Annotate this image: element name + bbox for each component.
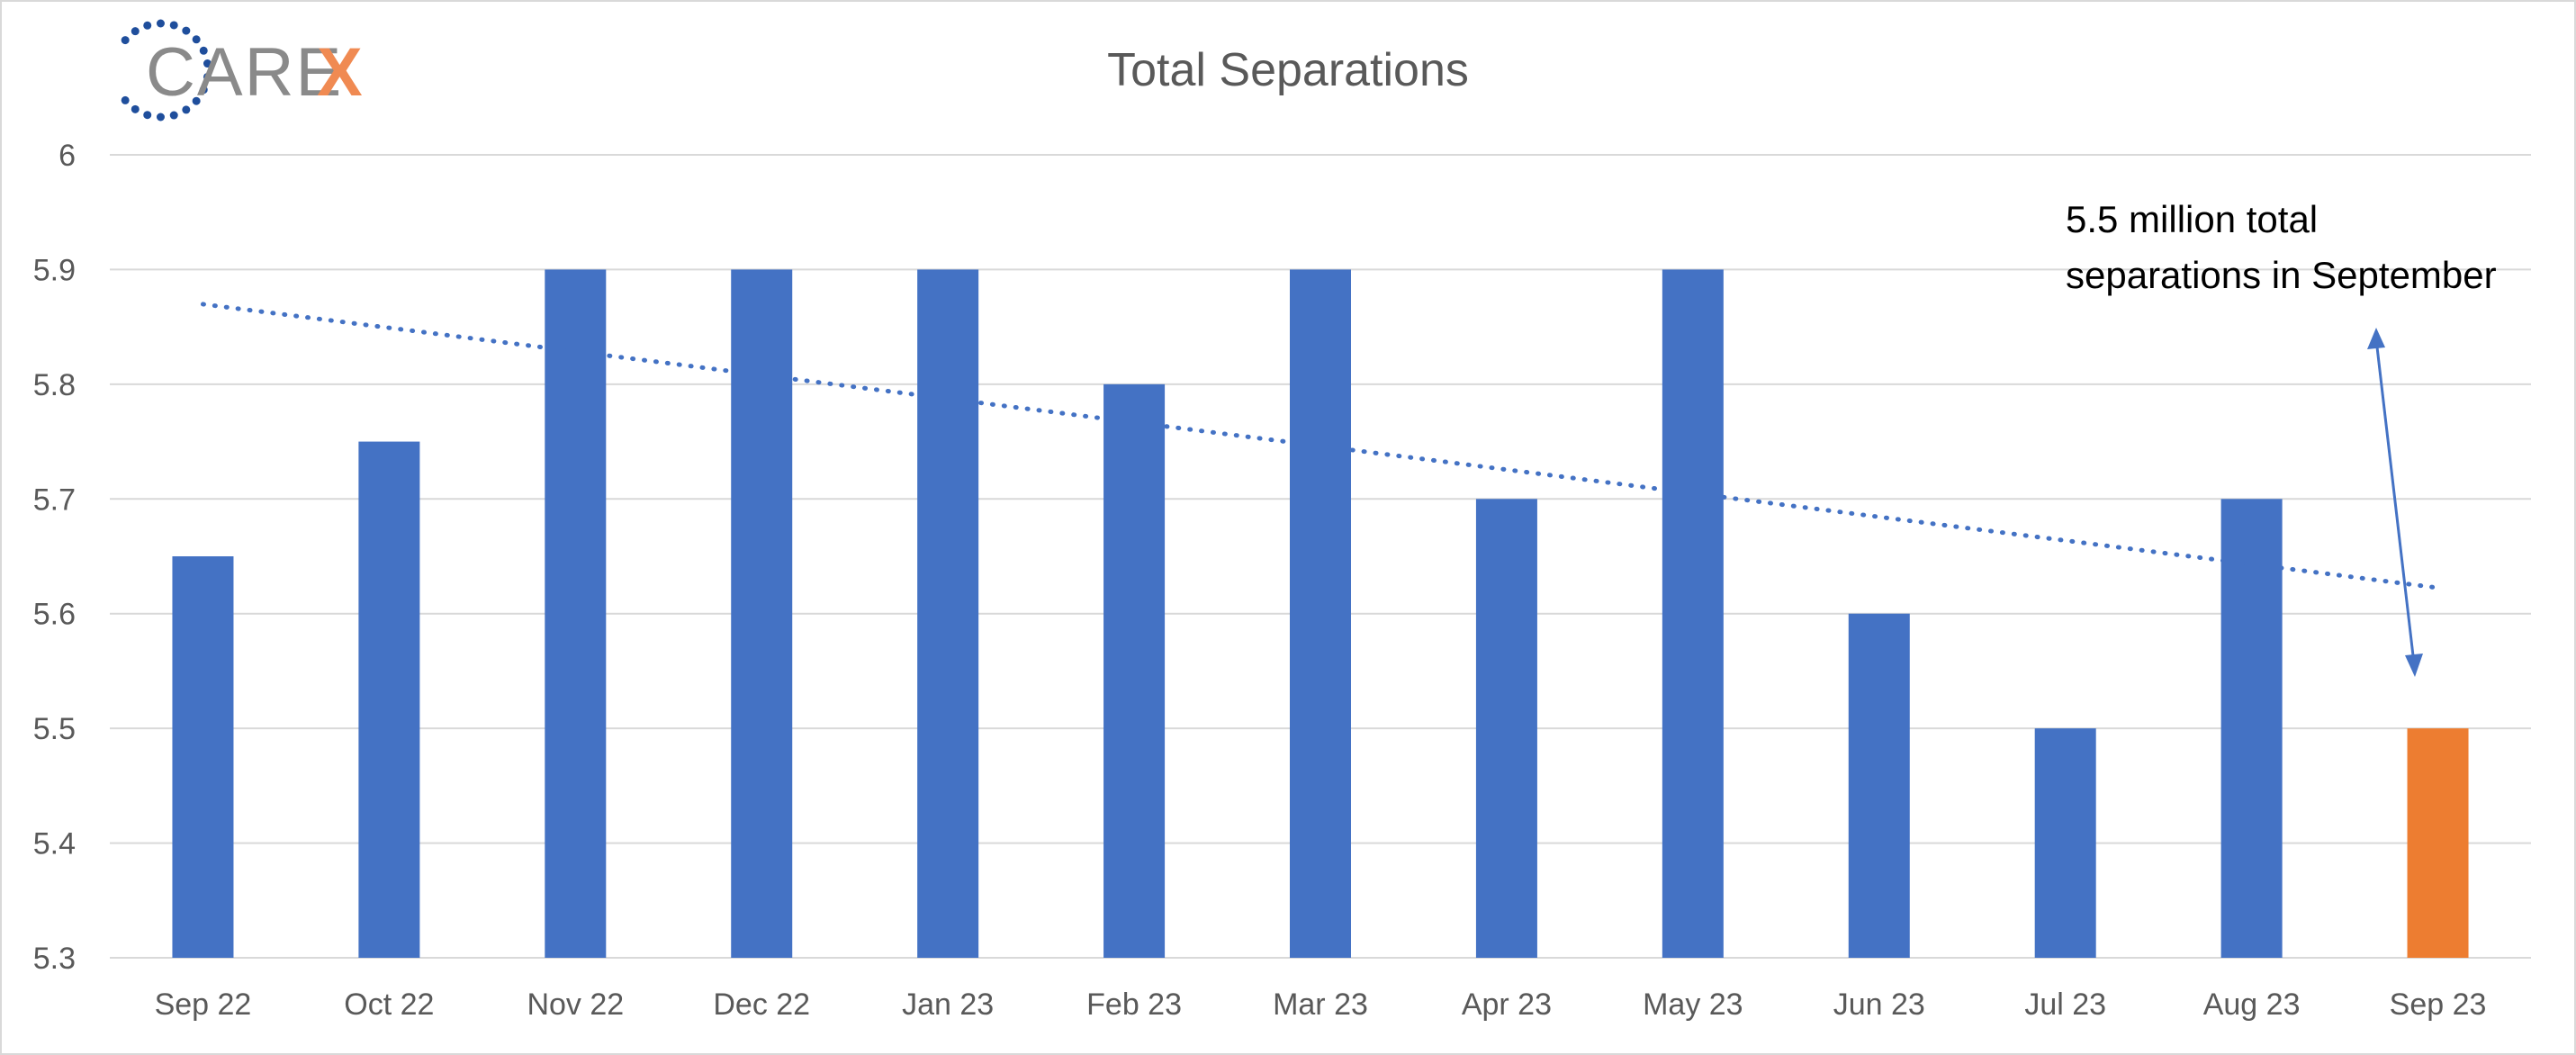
logo-dot — [121, 95, 130, 104]
y-tick-label: 5.4 — [33, 827, 76, 861]
logo-dot — [199, 86, 208, 95]
x-tick-label: May 23 — [1643, 987, 1743, 1022]
logo-dot — [169, 21, 178, 30]
bar-apr-23 — [1475, 499, 1537, 958]
x-tick-label: Nov 22 — [527, 987, 624, 1022]
annotation-arrow-head-up — [2367, 328, 2385, 349]
x-tick-label: Feb 23 — [1086, 987, 1182, 1022]
bar-aug-23 — [2220, 499, 2283, 958]
annotation-arrow-head-down — [2405, 654, 2423, 677]
logo-dot — [121, 36, 130, 45]
annotation-arrow-shaft — [2374, 338, 2416, 664]
bar-dec-22 — [731, 269, 793, 958]
chart-title: Total Separations — [1107, 44, 1469, 96]
x-tick-label: Jan 23 — [902, 987, 994, 1022]
logo-dot — [182, 105, 191, 114]
logo-accent-letter: X — [317, 34, 363, 111]
x-tick-label: Oct 22 — [344, 987, 434, 1022]
x-tick-label: Sep 23 — [2390, 987, 2487, 1022]
y-tick-label: 5.7 — [33, 482, 76, 517]
logo-dot — [182, 26, 191, 35]
x-tick-label: Sep 22 — [155, 987, 252, 1022]
bar-sep-23 — [2407, 728, 2469, 958]
bar-nov-22 — [545, 269, 607, 958]
x-tick-label: Jun 23 — [1833, 987, 1925, 1022]
y-tick-label: 5.8 — [33, 368, 76, 402]
bar-may-23 — [1662, 269, 1724, 958]
logo-dot — [143, 111, 152, 120]
logo-dot-ring — [121, 19, 212, 122]
y-tick-label: 5.9 — [33, 253, 76, 287]
x-tick-label: Dec 22 — [713, 987, 810, 1022]
y-axis-tick-labels: 5.3 5.4 5.5 5.6 5.7 5.8 5.9 6 — [33, 139, 76, 976]
logo-dot — [143, 21, 152, 30]
logo-dot — [156, 113, 165, 122]
y-tick-label: 5.6 — [33, 598, 76, 632]
bar-feb-23 — [1103, 383, 1166, 958]
annotation: 5.5 million total separations in Septemb… — [2066, 198, 2497, 677]
logo-dot — [203, 72, 212, 81]
logo-wordmark: CARE — [146, 34, 343, 111]
logo-dot — [192, 35, 201, 44]
bar-sep-22 — [172, 556, 234, 958]
x-axis-tick-labels: Sep 22 Oct 22 Nov 22 Dec 22 Jan 23 Feb 23 Mar … — [155, 987, 2487, 1022]
bar-jul-23 — [2034, 728, 2096, 958]
logo-dot — [131, 104, 140, 113]
y-tick-label: 5.3 — [33, 942, 76, 976]
annotation-line-2: separations in September — [2066, 254, 2497, 296]
bars — [172, 269, 2469, 959]
carex-logo: CARE X — [121, 19, 363, 122]
logo-dot — [199, 46, 208, 55]
x-tick-label: Mar 23 — [1273, 987, 1368, 1022]
x-tick-label: Apr 23 — [1462, 987, 1552, 1022]
x-tick-label: Aug 23 — [2203, 987, 2301, 1022]
annotation-line-1: 5.5 million total — [2066, 198, 2318, 240]
x-tick-label: Jul 23 — [2024, 987, 2106, 1022]
trendline — [200, 302, 2441, 591]
bar-mar-23 — [1290, 269, 1351, 958]
bar-jun-23 — [1848, 613, 1910, 958]
logo-dot — [169, 111, 178, 120]
logo-dot — [203, 59, 212, 68]
y-tick-label: 6 — [59, 139, 76, 173]
logo-dot — [131, 27, 140, 36]
logo-dot — [192, 96, 201, 105]
bar-jan-23 — [917, 269, 979, 958]
bar-oct-22 — [358, 441, 420, 959]
y-tick-label: 5.5 — [33, 712, 76, 746]
logo-dot — [156, 19, 165, 28]
